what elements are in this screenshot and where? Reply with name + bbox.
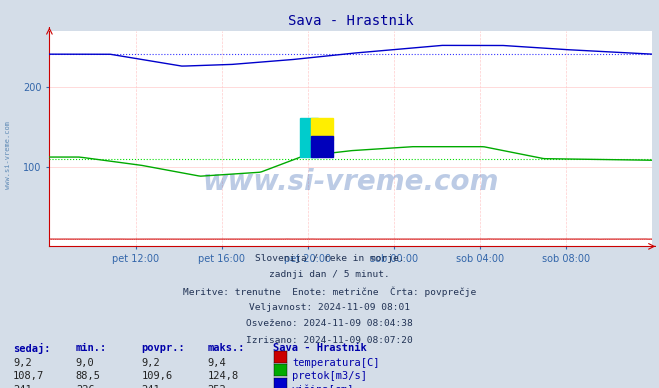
Text: pretok[m3/s]: pretok[m3/s] [292,371,367,381]
Text: maks.:: maks.: [208,343,245,353]
Text: Meritve: trenutne  Enote: metrične  Črta: povprečje: Meritve: trenutne Enote: metrične Črta: … [183,287,476,297]
Text: 9,2: 9,2 [13,358,32,368]
Title: Sava - Hrastnik: Sava - Hrastnik [288,14,414,28]
Text: 241: 241 [142,385,160,388]
Text: 226: 226 [76,385,94,388]
Text: 88,5: 88,5 [76,371,101,381]
Text: 109,6: 109,6 [142,371,173,381]
Text: Sava - Hrastnik: Sava - Hrastnik [273,343,367,353]
Text: Osveženo: 2024-11-09 08:04:38: Osveženo: 2024-11-09 08:04:38 [246,319,413,328]
Text: Veljavnost: 2024-11-09 08:01: Veljavnost: 2024-11-09 08:01 [249,303,410,312]
Text: zadnji dan / 5 minut.: zadnji dan / 5 minut. [269,270,390,279]
Text: 9,4: 9,4 [208,358,226,368]
Text: Izrisano: 2024-11-09 08:07:20: Izrisano: 2024-11-09 08:07:20 [246,336,413,345]
Bar [311,118,333,140]
Text: 124,8: 124,8 [208,371,239,381]
Text: www.si-vreme.com: www.si-vreme.com [203,168,499,196]
Text: 241: 241 [13,385,32,388]
Text: temperatura[C]: temperatura[C] [292,358,380,368]
Bar [311,136,333,157]
Text: min.:: min.: [76,343,107,353]
Text: sedaj:: sedaj: [13,343,51,354]
Text: 108,7: 108,7 [13,371,44,381]
Text: 9,2: 9,2 [142,358,160,368]
Bar [300,118,318,157]
Text: višina[cm]: višina[cm] [292,385,355,388]
Text: 9,0: 9,0 [76,358,94,368]
Text: Slovenija / reke in morje.: Slovenija / reke in morje. [255,254,404,263]
Text: 252: 252 [208,385,226,388]
Text: povpr.:: povpr.: [142,343,185,353]
Text: www.si-vreme.com: www.si-vreme.com [5,121,11,189]
